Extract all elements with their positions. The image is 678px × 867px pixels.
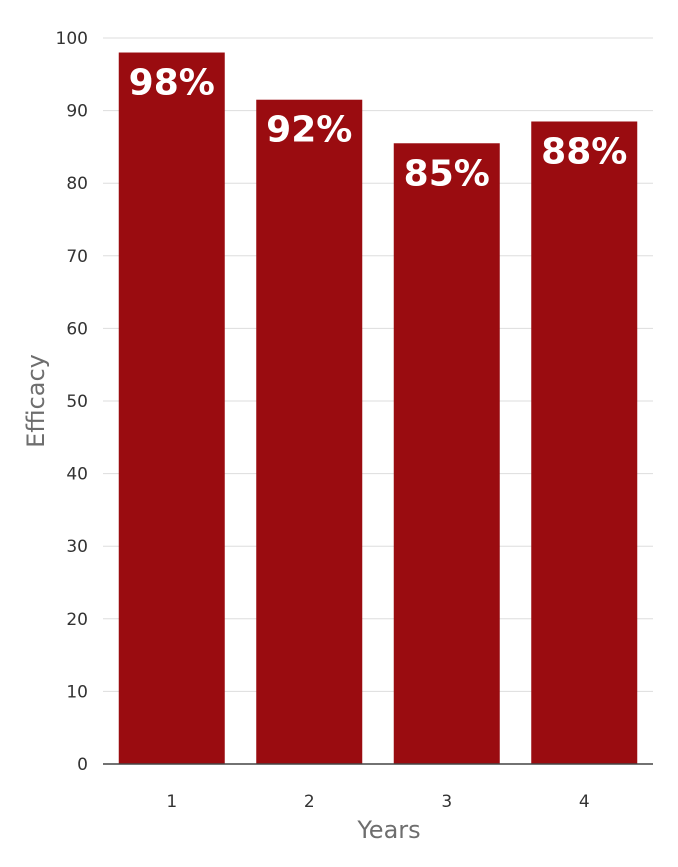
y-tick-label: 60 xyxy=(66,319,88,339)
x-tick-label: 4 xyxy=(579,792,590,812)
bar-data-label: 88% xyxy=(541,131,627,172)
bar xyxy=(393,143,500,764)
bar xyxy=(256,99,363,764)
bar-data-label: 92% xyxy=(266,110,352,151)
x-axis-title: Years xyxy=(356,816,420,844)
y-tick-label: 70 xyxy=(66,247,88,267)
y-tick-label: 0 xyxy=(77,755,88,775)
bar xyxy=(118,52,225,764)
x-tick-label: 2 xyxy=(304,792,315,812)
y-axis-title: Efficacy xyxy=(22,354,50,448)
bar-data-label: 98% xyxy=(129,63,215,104)
x-tick-labels: 1 2 3 4 xyxy=(166,792,589,812)
bar xyxy=(531,121,638,765)
y-tick-label: 90 xyxy=(66,102,88,122)
x-tick-label: 3 xyxy=(441,792,452,812)
y-tick-label: 10 xyxy=(66,682,88,702)
y-tick-label: 50 xyxy=(66,392,88,412)
y-tick-label: 40 xyxy=(66,465,88,485)
y-tick-label: 20 xyxy=(66,610,88,630)
bar-data-label: 85% xyxy=(404,153,490,194)
y-tick-label: 80 xyxy=(66,174,88,194)
bar-data-labels: 98% 92% 85% 88% xyxy=(129,63,628,195)
y-tick-label: 100 xyxy=(56,29,88,49)
y-tick-label: 30 xyxy=(66,537,88,557)
x-tick-label: 1 xyxy=(166,792,177,812)
y-tick-labels: 0 10 20 30 40 50 60 70 80 90 100 xyxy=(56,29,88,775)
bars xyxy=(118,52,638,765)
